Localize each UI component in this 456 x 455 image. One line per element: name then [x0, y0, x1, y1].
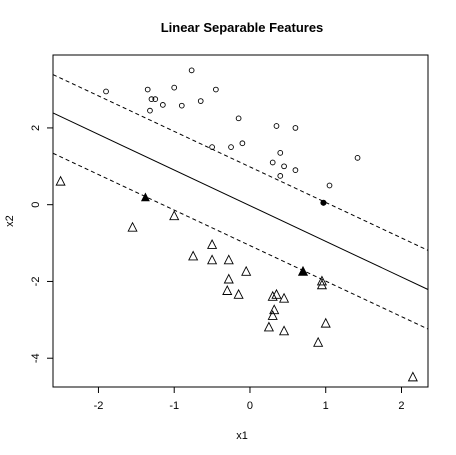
data-points	[55, 67, 418, 382]
circle-point	[292, 125, 299, 131]
triangle-point	[188, 250, 199, 261]
circle-point	[239, 140, 246, 147]
triangle-point	[55, 175, 66, 186]
triangle-point	[278, 292, 290, 303]
triangle-point	[316, 275, 328, 286]
circle-point	[277, 173, 284, 179]
x-tick-label: -1	[169, 400, 179, 412]
circle-point	[235, 115, 242, 122]
circle-point	[273, 123, 280, 129]
chart-title: Linear Separable Features	[161, 20, 324, 35]
circle-point	[103, 88, 109, 95]
separator-lines	[52, 74, 429, 330]
x-tick-label: 0	[247, 400, 253, 412]
triangle-point	[263, 321, 274, 332]
circle-point	[148, 96, 155, 102]
circle-point	[144, 86, 151, 93]
support-vector-triangle-point	[298, 266, 308, 276]
circle-point	[292, 167, 299, 173]
triangle-point	[169, 210, 180, 221]
circle-point	[213, 86, 219, 93]
circle-point	[209, 144, 215, 150]
plot-frame	[52, 54, 429, 388]
triangle-point	[271, 288, 282, 299]
circle-point	[178, 102, 185, 109]
triangle-point	[207, 254, 218, 265]
circle-point	[281, 163, 287, 170]
triangle-point	[269, 304, 280, 315]
y-tick-label: -4	[30, 353, 42, 363]
y-tick-label: 2	[30, 125, 42, 131]
y-axis-label: x2	[4, 215, 16, 227]
circle-point	[269, 159, 276, 166]
triangle-point	[233, 288, 244, 299]
circle-point	[354, 155, 361, 161]
triangle-point	[278, 325, 290, 336]
decision-boundary-line	[52, 112, 429, 290]
triangle-point	[127, 221, 138, 232]
circle-point	[197, 98, 204, 104]
triangle-point	[313, 336, 324, 347]
triangle-point	[223, 273, 234, 284]
circle-point	[171, 84, 178, 91]
circle-point	[152, 96, 159, 102]
x-tick-label: 2	[398, 400, 404, 412]
circle-point	[277, 150, 284, 156]
circle-point	[147, 107, 153, 114]
triangle-point	[207, 238, 218, 249]
x-axis: -2 -1 0 1 2	[94, 387, 405, 412]
triangle-point	[241, 265, 252, 276]
y-tick-label: 0	[30, 202, 42, 208]
support-vector-circle-point	[320, 199, 327, 206]
support-vector-triangle-point	[140, 192, 150, 202]
circle-point	[228, 144, 234, 150]
triangle-point	[407, 371, 418, 382]
margin-line	[52, 74, 429, 251]
y-tick-label: -2	[30, 277, 42, 287]
margin-line	[52, 152, 429, 330]
x-tick-label: 1	[323, 400, 329, 412]
triangle-point	[222, 285, 233, 295]
triangle-point	[267, 290, 278, 301]
x-tick-label: -2	[94, 400, 104, 412]
triangle-point	[223, 254, 234, 265]
triangle-point	[316, 279, 328, 290]
circle-point	[188, 67, 195, 74]
y-axis: -4 -2 0 2	[30, 125, 53, 363]
circle-point	[159, 102, 166, 108]
circle-point	[326, 182, 333, 189]
triangle-point	[320, 317, 331, 328]
x-axis-label: x1	[236, 430, 248, 442]
triangle-point	[267, 310, 278, 320]
